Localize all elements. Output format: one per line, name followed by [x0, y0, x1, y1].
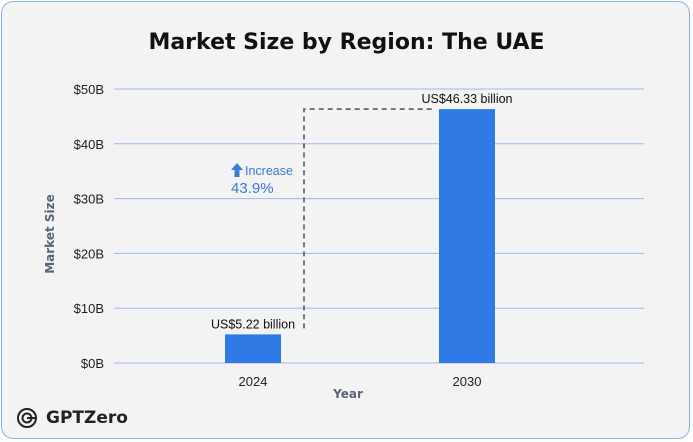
- bar-2024: [225, 334, 281, 363]
- y-tick-label: $30B: [74, 192, 104, 207]
- y-axis-label: Market Size: [43, 194, 57, 274]
- arrow-up-icon: [231, 163, 243, 177]
- y-tick-label: $40B: [74, 137, 104, 152]
- x-tick-label: 2030: [453, 374, 482, 389]
- brand-name: GPTZero: [46, 408, 128, 428]
- y-tick-label: $0B: [81, 356, 104, 371]
- x-tick-label: 2024: [239, 374, 268, 389]
- y-tick-label: $50B: [74, 82, 104, 97]
- increase-label: Increase: [245, 164, 293, 178]
- bar-2030: [439, 109, 495, 363]
- gptzero-logo-icon: [17, 408, 37, 428]
- increase-value: 43.9%: [231, 180, 274, 197]
- chart-title: Market Size by Region: The UAE: [148, 30, 545, 55]
- x-axis-label: Year: [332, 387, 363, 401]
- data-label: US$46.33 billion: [421, 92, 512, 106]
- y-tick-label: $10B: [74, 301, 104, 316]
- y-tick-label: $20B: [74, 246, 104, 261]
- dashed-connector: [303, 108, 433, 329]
- data-label: US$5.22 billion: [211, 317, 295, 331]
- brand: GPTZero: [16, 406, 128, 430]
